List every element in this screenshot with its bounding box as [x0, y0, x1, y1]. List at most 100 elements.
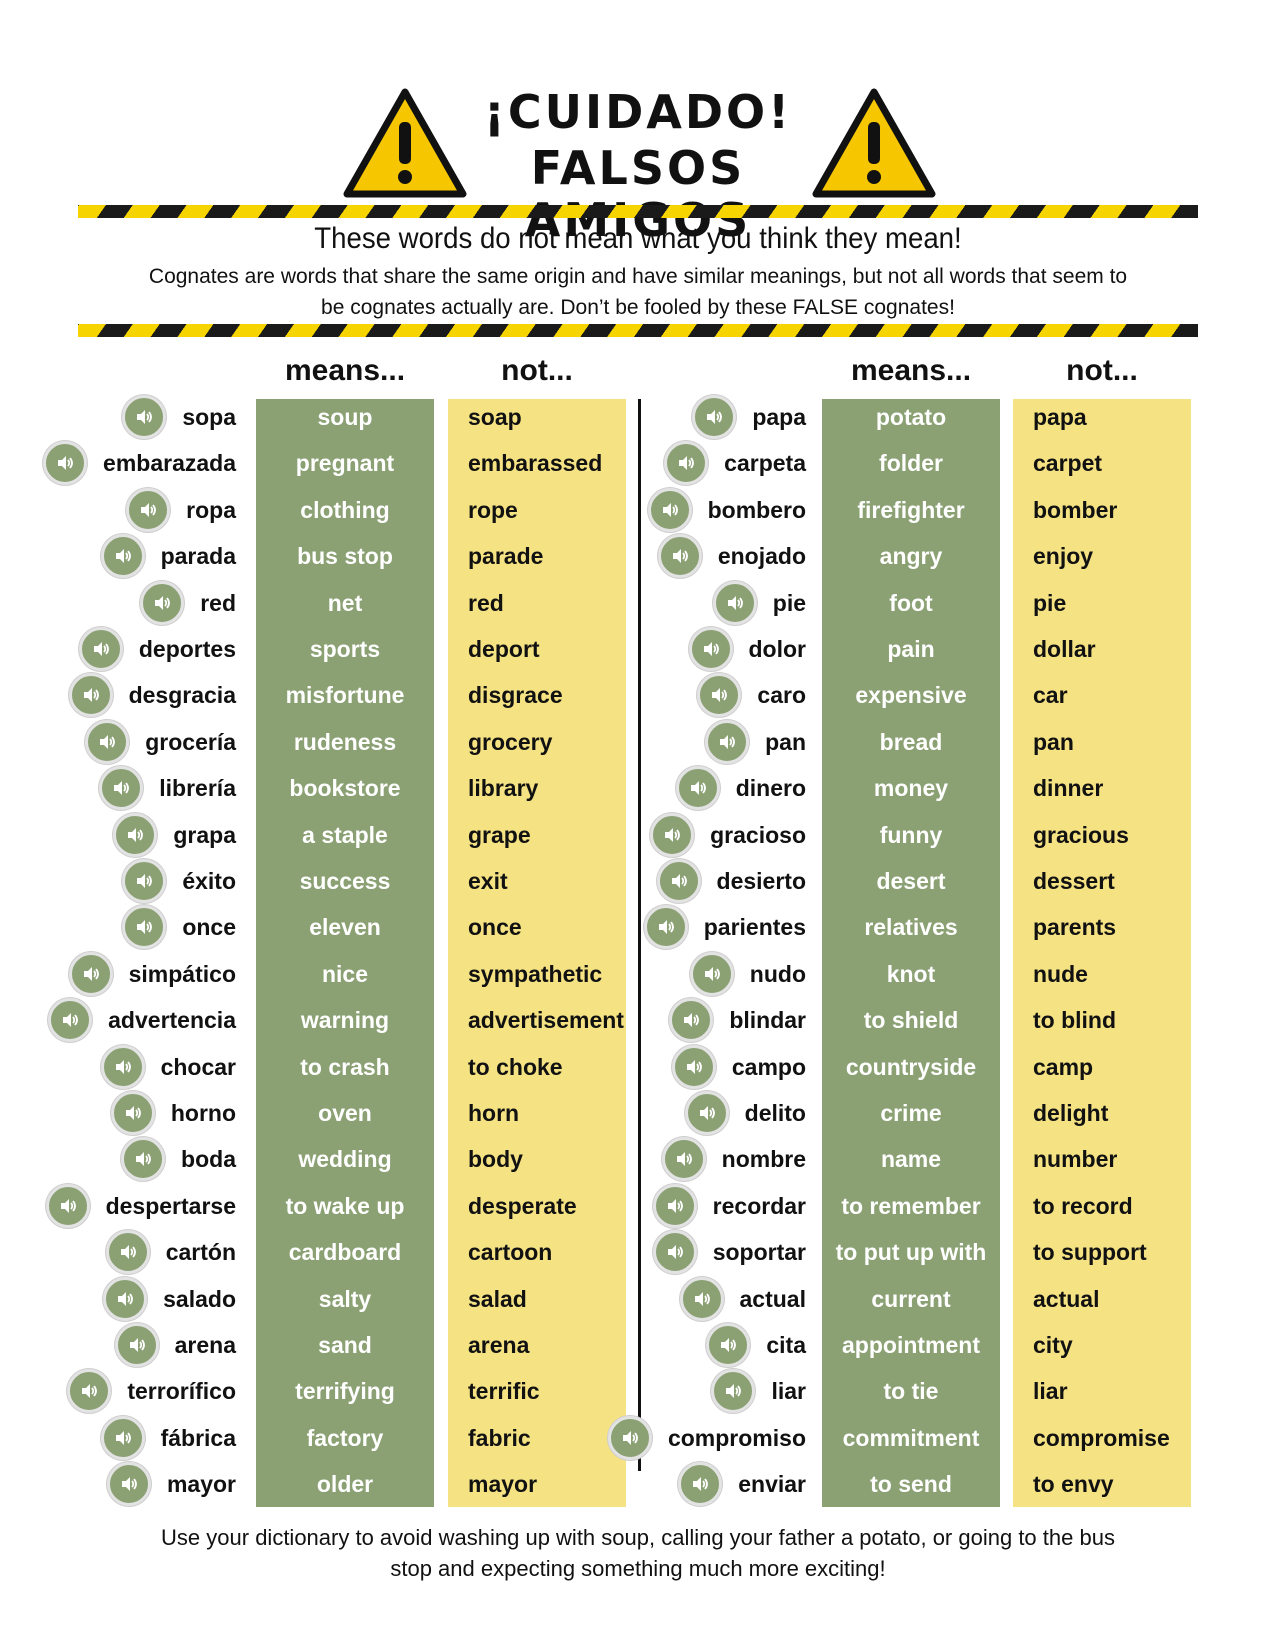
- speaker-icon[interactable]: [106, 1462, 151, 1507]
- speaker-icon[interactable]: [705, 719, 750, 764]
- speaker-icon[interactable]: [692, 395, 737, 439]
- word-row: cita appointment city: [0, 1322, 1276, 1368]
- spanish-word: blindar: [729, 1007, 806, 1034]
- meaning: oven: [318, 1100, 372, 1126]
- speaker-icon[interactable]: [712, 580, 757, 625]
- false-meaning: deport: [468, 636, 540, 662]
- page-title-line2: FALSOS AMIGOS: [524, 141, 752, 247]
- caution-stripe-top: [78, 205, 1198, 218]
- speaker-icon[interactable]: [43, 441, 88, 486]
- speaker-icon[interactable]: [68, 951, 113, 996]
- speaker-icon[interactable]: [652, 1230, 697, 1275]
- speaker-icon[interactable]: [78, 627, 123, 671]
- speaker-icon[interactable]: [643, 905, 688, 950]
- speaker-icon[interactable]: [122, 905, 167, 950]
- speaker-icon[interactable]: [684, 1091, 729, 1135]
- speaker-icon[interactable]: [110, 1091, 155, 1135]
- speaker-icon[interactable]: [122, 395, 167, 439]
- speaker-icon[interactable]: [103, 1276, 148, 1321]
- speaker-icon[interactable]: [647, 487, 692, 532]
- word-row: ropa clothing rope: [0, 487, 1276, 533]
- speaker-icon[interactable]: [657, 534, 702, 579]
- meaning: factory: [306, 1424, 384, 1451]
- speaker-icon[interactable]: [121, 1137, 166, 1182]
- speaker-icon[interactable]: [697, 673, 742, 718]
- false-meaning: pie: [1033, 589, 1067, 616]
- meaning: crime: [880, 1100, 942, 1126]
- false-meaning: actual: [1033, 1285, 1100, 1312]
- speaker-icon[interactable]: [650, 812, 695, 857]
- speaker-icon[interactable]: [679, 1276, 724, 1321]
- speaker-icon[interactable]: [140, 580, 185, 625]
- speaker-icon[interactable]: [678, 1462, 723, 1507]
- speaker-icon[interactable]: [607, 1415, 652, 1460]
- word-row: caro expensive car: [0, 672, 1276, 718]
- word-row: papa potato papa: [0, 394, 1276, 440]
- speaker-icon[interactable]: [122, 859, 167, 903]
- spanish-word: delito: [744, 1100, 806, 1126]
- meaning: terrifying: [295, 1378, 395, 1405]
- false-meaning: embarassed: [468, 450, 603, 477]
- speaker-icon[interactable]: [671, 1044, 716, 1089]
- speaker-icon[interactable]: [689, 951, 734, 996]
- warning-triangle-icon: [343, 88, 467, 198]
- spanish-word: red: [200, 589, 236, 616]
- speaker-icon[interactable]: [675, 766, 720, 811]
- false-meaning: mayor: [468, 1471, 538, 1498]
- spanish-word: dinero: [735, 775, 806, 802]
- speaker-icon[interactable]: [126, 487, 171, 532]
- spanish-word: despertarse: [105, 1192, 236, 1219]
- speaker-icon[interactable]: [688, 627, 733, 671]
- meaning: misfortune: [285, 682, 405, 709]
- not-column-left: [448, 399, 626, 1507]
- speaker-icon[interactable]: [100, 1044, 145, 1089]
- word-row: desierto desert dessert: [0, 858, 1276, 904]
- speaker-icon[interactable]: [113, 812, 158, 857]
- false-meaning: body: [468, 1146, 523, 1173]
- word-row: campo countryside camp: [0, 1044, 1276, 1090]
- meaning: wedding: [298, 1146, 392, 1173]
- speaker-icon[interactable]: [669, 998, 714, 1043]
- speaker-icon[interactable]: [48, 998, 93, 1043]
- spanish-word: recordar: [712, 1192, 806, 1219]
- speaker-icon[interactable]: [661, 1137, 706, 1182]
- speaker-icon[interactable]: [656, 859, 701, 903]
- speaker-icon[interactable]: [711, 1369, 756, 1414]
- meaning: expensive: [855, 682, 967, 709]
- speaker-icon[interactable]: [105, 1230, 150, 1275]
- word-row: recordar to remember to record: [0, 1183, 1276, 1229]
- speaker-icon[interactable]: [85, 719, 130, 764]
- false-meaning: gracious: [1033, 821, 1129, 848]
- speaker-icon[interactable]: [706, 1323, 751, 1367]
- false-meaning: desperate: [468, 1192, 577, 1219]
- speaker-icon[interactable]: [68, 673, 113, 718]
- false-meaning: parents: [1033, 914, 1117, 941]
- speaker-icon[interactable]: [67, 1369, 112, 1414]
- meaning: older: [316, 1471, 374, 1498]
- spanish-word: papa: [752, 404, 806, 430]
- speaker-icon[interactable]: [99, 766, 144, 811]
- speaker-icon[interactable]: [45, 1183, 90, 1228]
- spanish-word: advertencia: [108, 1007, 236, 1034]
- intro-text: Cognates are words that share the same o…: [148, 265, 1128, 319]
- word-row: chocar to crash to choke: [0, 1044, 1276, 1090]
- false-meaning: dollar: [1033, 636, 1096, 662]
- meaning: knot: [886, 960, 936, 987]
- speaker-icon[interactable]: [664, 441, 709, 486]
- speaker-icon[interactable]: [652, 1183, 697, 1228]
- word-row: blindar to shield to blind: [0, 997, 1276, 1043]
- meaning: foot: [889, 589, 933, 616]
- speaker-icon[interactable]: [100, 1415, 145, 1460]
- meaning: to crash: [300, 1053, 390, 1080]
- meaning: desert: [876, 868, 946, 894]
- spanish-word: sopa: [182, 404, 236, 430]
- false-meaning: salad: [468, 1285, 527, 1312]
- speaker-icon[interactable]: [114, 1323, 159, 1367]
- speaker-icon[interactable]: [100, 534, 145, 579]
- spanish-word: horno: [170, 1100, 236, 1126]
- footer-text: Use your dictionary to avoid washing up …: [161, 1525, 1115, 1581]
- spanish-word: parientes: [703, 914, 806, 941]
- word-row: bombero firefighter bomber: [0, 487, 1276, 533]
- false-meaning: arena: [468, 1332, 530, 1358]
- word-row: fábrica factory fabric: [0, 1415, 1276, 1461]
